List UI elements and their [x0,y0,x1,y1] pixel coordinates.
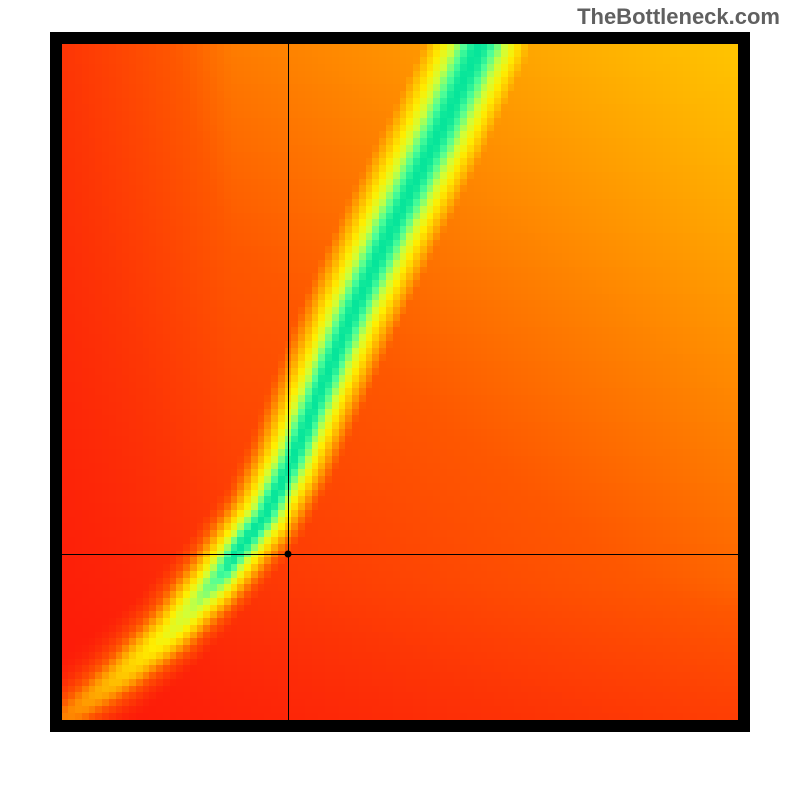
watermark-text: TheBottleneck.com [577,4,780,30]
crosshair-vertical [288,44,289,720]
crosshair-dot [285,551,292,558]
chart-container: TheBottleneck.com [0,0,800,800]
heatmap-canvas [62,44,738,720]
plot-area [62,44,738,720]
crosshair-horizontal [62,554,738,555]
plot-frame [50,32,750,732]
